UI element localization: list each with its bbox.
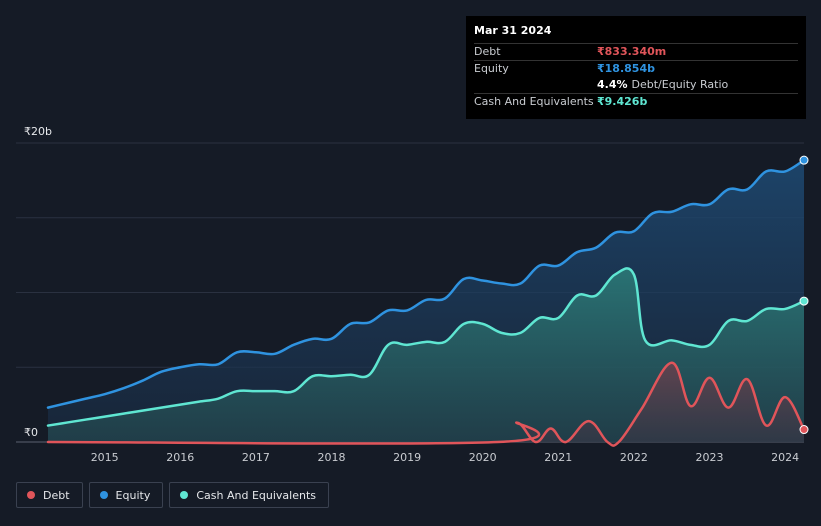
legend-equity-label: Equity xyxy=(115,488,151,502)
tooltip-equity-row: Equity ₹18.854b xyxy=(474,60,798,77)
y-tick-label: ₹0 xyxy=(24,426,38,439)
legend-debt-dot-icon xyxy=(27,491,35,499)
tooltip-cash-value: ₹9.426b xyxy=(597,95,648,108)
x-tick-label: 2023 xyxy=(696,451,724,464)
x-tick-label: 2018 xyxy=(318,451,346,464)
legend-cash-dot-icon xyxy=(180,491,189,499)
y-tick-label: ₹20b xyxy=(24,125,52,138)
cash-endpoint xyxy=(799,296,809,306)
legend-debt-label: Debt xyxy=(43,488,70,502)
tooltip-ratio-label: Debt/Equity Ratio xyxy=(631,78,729,91)
tooltip-debt-row: Debt ₹833.340m xyxy=(474,43,798,60)
x-tick-label: 2021 xyxy=(544,451,572,464)
tooltip-cash-row: Cash And Equivalents ₹9.426b xyxy=(474,93,798,110)
tooltip-ratio-row: 4.4% Debt/Equity Ratio xyxy=(474,77,798,93)
debt-endpoint xyxy=(799,425,809,435)
x-tick-label: 2017 xyxy=(242,451,270,464)
tooltip-debt-label: Debt xyxy=(474,45,501,58)
tooltip-equity-value: ₹18.854b xyxy=(597,62,655,75)
x-tick-label: 2016 xyxy=(166,451,194,464)
x-tick-label: 2024 xyxy=(771,451,799,464)
legend-equity-dot-icon xyxy=(99,491,108,499)
tooltip-ratio-value: 4.4% xyxy=(597,78,628,91)
x-tick-label: 2015 xyxy=(91,451,119,464)
chart-legend: Debt Equity Cash And Equivalents xyxy=(16,482,329,508)
tooltip-panel: Mar 31 2024 Debt ₹833.340m Equity ₹18.85… xyxy=(466,16,806,119)
cash-line xyxy=(46,267,806,427)
equity-endpoint xyxy=(799,155,809,165)
equity-line xyxy=(46,158,806,409)
x-tick-label: 2019 xyxy=(393,451,421,464)
debt-line xyxy=(46,361,806,447)
x-tick-label: 2022 xyxy=(620,451,648,464)
tooltip-equity-label: Equity xyxy=(474,62,509,75)
tooltip-cash-label: Cash And Equivalents xyxy=(474,95,594,108)
legend-item-equity[interactable]: Equity xyxy=(88,482,164,508)
legend-item-debt[interactable]: Debt xyxy=(16,482,83,508)
tooltip-date: Mar 31 2024 xyxy=(474,24,552,37)
debt-area xyxy=(48,362,804,446)
x-tick-label: 2020 xyxy=(469,451,497,464)
cash-area xyxy=(48,268,804,442)
legend-item-cash[interactable]: Cash And Equivalents xyxy=(169,482,329,508)
tooltip-debt-value: ₹833.340m xyxy=(597,45,667,58)
legend-cash-label: Cash And Equivalents xyxy=(196,488,316,502)
